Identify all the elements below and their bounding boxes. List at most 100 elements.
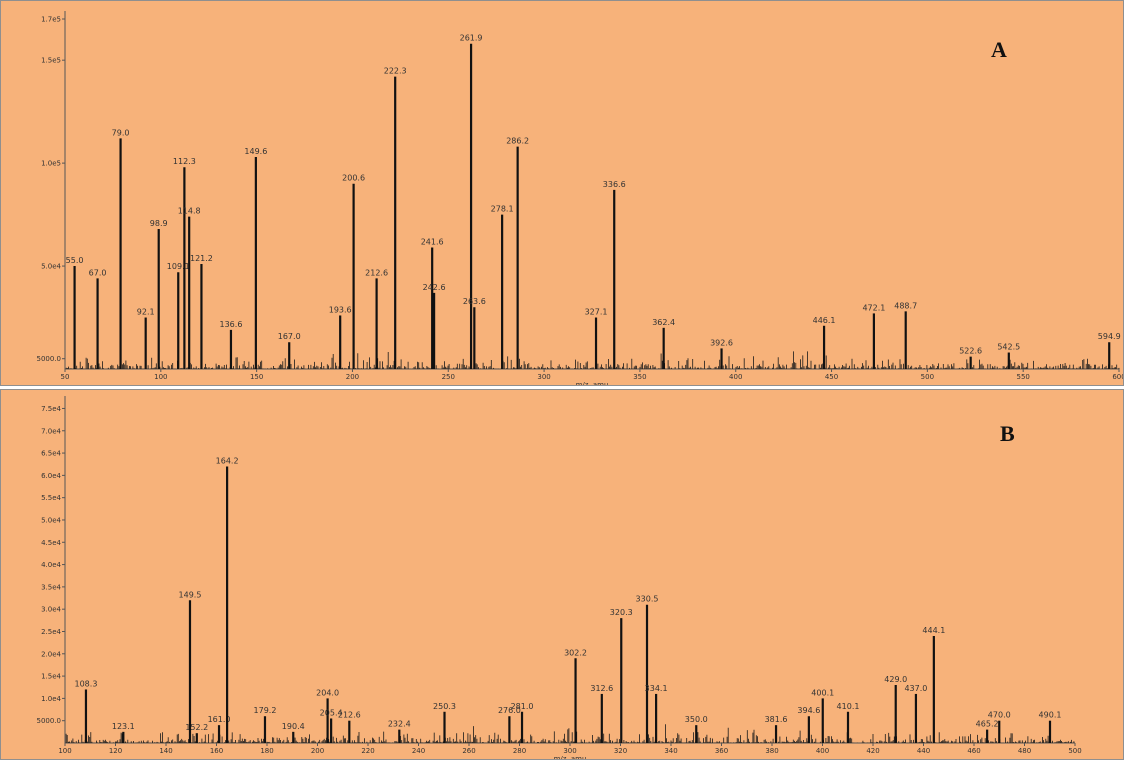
- peak-label: 136.6: [220, 320, 243, 329]
- peak-label: 327.1: [585, 308, 608, 317]
- x-tick-label: 350: [633, 373, 646, 381]
- x-tick-label: 240: [412, 747, 425, 755]
- peak-label: 278.1: [491, 205, 514, 214]
- y-tick-label: 5000.0: [37, 355, 62, 363]
- x-tick-label: 340: [664, 747, 677, 755]
- spectrum-panel-a: 5000.0 5.0e4 1.0e5 1.5e5 1.7e5 50 100 150 200 250…: [0, 0, 1124, 386]
- peak-label: 241.6: [421, 238, 444, 247]
- x-tick-label: 460: [967, 747, 980, 755]
- y-tick-label: 2.5e4: [41, 628, 61, 636]
- noise-peaks: [65, 724, 1075, 743]
- peak-label: 381.6: [765, 715, 788, 724]
- x-tick-label: 260: [462, 747, 475, 755]
- peak-label: 470.0: [988, 711, 1011, 720]
- x-tick-label: 160: [210, 747, 223, 755]
- peak-label: 212.6: [365, 268, 388, 277]
- peak-label: 542.5: [997, 343, 1020, 352]
- peak-label: 302.2: [564, 648, 587, 657]
- y-tick-label: 7.5e4: [41, 405, 61, 413]
- panel-b-label: B: [1000, 421, 1015, 446]
- peak-label: 212.6: [338, 711, 361, 720]
- x-tick-label: 200: [346, 373, 359, 381]
- x-tick-label: 320: [614, 747, 627, 755]
- peak-label: 98.9: [150, 219, 168, 228]
- peak-label: 108.3: [75, 679, 98, 688]
- peak-label: 446.1: [813, 316, 836, 325]
- peak-label: 410.1: [837, 702, 860, 711]
- y-tick-label: 5.0e4: [41, 263, 61, 271]
- x-tick-label: 220: [361, 747, 374, 755]
- y-tick-label: 6.0e4: [41, 472, 61, 480]
- y-tick-label: 4.5e4: [41, 539, 61, 547]
- y-tick-label: 7.0e4: [41, 427, 61, 435]
- peak-label: 362.4: [652, 318, 675, 327]
- peak-label: 392.6: [710, 338, 733, 347]
- peak-label: 472.1: [862, 303, 885, 312]
- peak-label: 204.0: [316, 688, 339, 697]
- x-tick-label: 600: [1112, 373, 1124, 381]
- x-tick-label: 500: [921, 373, 934, 381]
- x-tick-label: 140: [159, 747, 172, 755]
- y-tick-label: 2.0e4: [41, 650, 61, 658]
- y-tick-label: 5.0e4: [41, 516, 61, 524]
- peak-label: 149.6: [244, 147, 267, 156]
- y-tick-label: 3.0e4: [41, 606, 61, 614]
- peak-label: 222.3: [384, 67, 407, 76]
- peak-label: 193.6: [329, 305, 352, 314]
- x-tick-label: 250: [442, 373, 455, 381]
- peak-label: 79.0: [112, 128, 130, 137]
- peak-label: 200.6: [342, 174, 365, 183]
- x-tick-label: 550: [1016, 373, 1029, 381]
- peak-label: 123.1: [112, 722, 135, 731]
- spectrum-panel-b: 5000.0 1.0e4 1.5e4 2.0e4 2.5e4 3.0e4 3.5e4 4.0e…: [0, 389, 1124, 760]
- peak-label: 336.6: [603, 180, 626, 189]
- y-tick-label: 3.5e4: [41, 583, 61, 591]
- peak-label: 286.2: [506, 137, 529, 146]
- y-tick-label: 1.7e5: [41, 16, 61, 24]
- x-tick-label: 360: [715, 747, 728, 755]
- peak-label: 121.2: [190, 254, 213, 263]
- peak-label: 330.5: [636, 595, 659, 604]
- x-tick-label: 400: [816, 747, 829, 755]
- x-tick-label: 200: [311, 747, 324, 755]
- x-tick-label: 480: [1018, 747, 1031, 755]
- y-tick-label: 5.5e4: [41, 494, 61, 502]
- x-tick-label: 120: [109, 747, 122, 755]
- peak-label: 114.8: [178, 207, 201, 216]
- peak-label: 263.6: [463, 297, 486, 306]
- peak-label: 261.9: [460, 34, 483, 43]
- peak-label: 437.0: [904, 684, 927, 693]
- peak-label: 92.1: [137, 308, 155, 317]
- x-tick-label: 400: [729, 373, 742, 381]
- y-tick-label: 5000.0: [37, 717, 62, 725]
- x-axis-title: m/z, amu: [554, 755, 587, 760]
- peak-label: 276.0: [498, 706, 521, 715]
- peak-label: 179.2: [254, 706, 277, 715]
- y-tick-label: 6.5e4: [41, 450, 61, 458]
- x-axis-title: m/z, amu: [576, 381, 609, 386]
- peak-label: 522.6: [959, 347, 982, 356]
- peak-label: 190.4: [282, 722, 305, 731]
- peak-label: 164.2: [216, 456, 239, 465]
- x-tick-label: 280: [513, 747, 526, 755]
- x-tick-label: 50: [61, 373, 70, 381]
- peak-label: 112.3: [173, 157, 196, 166]
- x-tick-label: 500: [1068, 747, 1081, 755]
- x-tick-label: 450: [825, 373, 838, 381]
- y-tick-label: 4.0e4: [41, 561, 61, 569]
- peak-label: 350.0: [685, 715, 708, 724]
- peak-label: 205.4: [320, 708, 343, 717]
- peak-label: 281.0: [511, 702, 534, 711]
- x-tick-label: 100: [154, 373, 167, 381]
- peak-label: 67.0: [89, 268, 107, 277]
- peak-label: 109.1: [167, 262, 190, 271]
- x-tick-label: 380: [765, 747, 778, 755]
- spectrum-a-plot: 5000.0 5.0e4 1.0e5 1.5e5 1.7e5 50 100 150 200 250…: [37, 11, 1124, 386]
- peak-label: 320.3: [610, 608, 633, 617]
- x-tick-label: 150: [250, 373, 263, 381]
- peak-label: 465.2: [976, 720, 999, 729]
- y-tick-label: 1.0e4: [41, 695, 61, 703]
- peak-label: 232.4: [388, 720, 411, 729]
- peak-label: 444.1: [922, 626, 945, 635]
- x-tick-label: 300: [563, 747, 576, 755]
